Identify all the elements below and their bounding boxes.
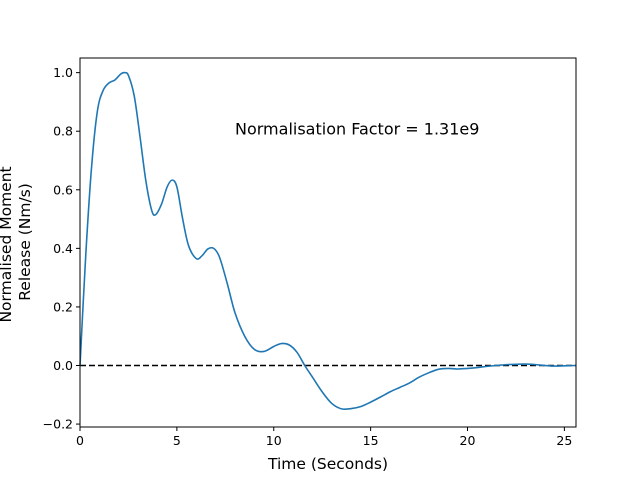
series-line: [79, 71, 577, 411]
y-tick-label: 0.6: [53, 182, 73, 197]
y-axis-label: Normalised Moment Release (Nm/s): [0, 161, 34, 322]
x-tick-label: 10: [266, 433, 282, 448]
normalisation-factor-annotation: Normalisation Factor = 1.31e9: [235, 119, 479, 138]
x-tick-label: 25: [556, 433, 572, 448]
x-tick-label: 20: [460, 433, 476, 448]
x-tick-label: 5: [173, 433, 181, 448]
x-axis-ticks: 0 5 10 15 20 25: [76, 427, 572, 448]
y-axis-label-line-1: Normalised Moment: [0, 166, 15, 322]
y-axis-label-line-2: Release (Nm/s): [16, 183, 34, 301]
x-axis-label: Time (Seconds): [267, 455, 388, 473]
y-axis-ticks: −0.2 0.0 0.2 0.4 0.6 0.8 1.0: [43, 65, 80, 432]
y-tick-label: 0.4: [53, 241, 73, 256]
y-tick-label: 1.0: [53, 65, 73, 80]
y-tick-label: 0.2: [53, 299, 73, 314]
y-tick-label: 0.0: [53, 358, 73, 373]
y-tick-label: −0.2: [43, 417, 73, 432]
y-tick-label: 0.8: [53, 124, 73, 139]
plot-area: [80, 58, 576, 427]
x-tick-label: 15: [363, 433, 379, 448]
x-tick-label: 0: [76, 433, 84, 448]
plot-frame: [79, 57, 577, 428]
